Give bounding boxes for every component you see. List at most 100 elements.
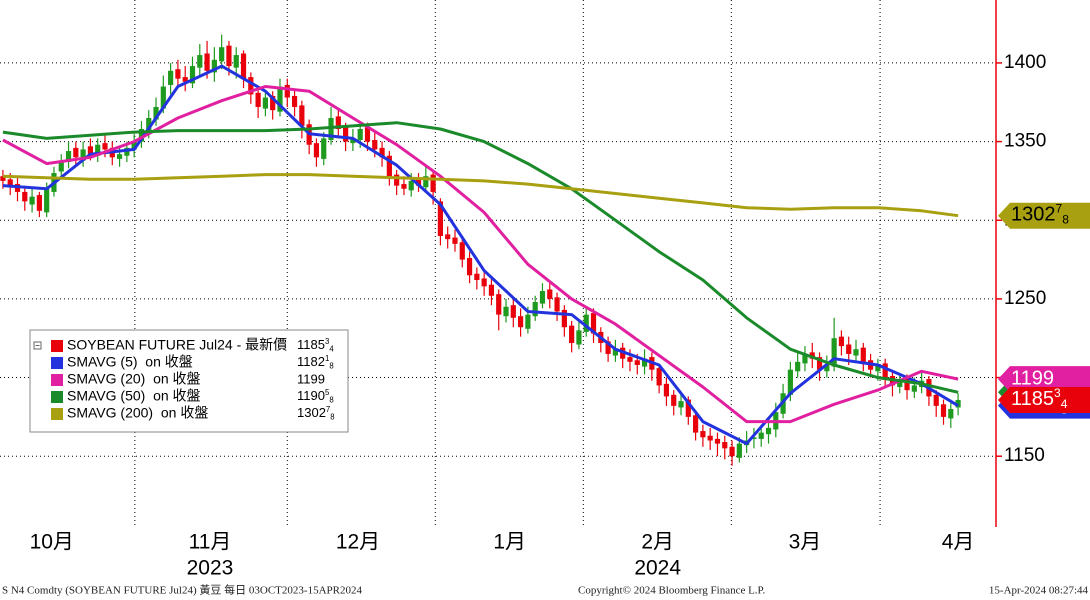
legend-value-denominator: 8 xyxy=(329,395,333,404)
legend: SOYBEAN FUTURE Jul24 - 最新價 118534 SMAVG (5… xyxy=(29,329,349,433)
candle-body xyxy=(233,55,239,68)
candle-body xyxy=(153,106,159,120)
candle-body xyxy=(948,409,954,419)
candle-body xyxy=(437,201,443,236)
legend-value: 119058 xyxy=(297,388,334,404)
candle-body xyxy=(219,47,225,62)
candle-body xyxy=(328,117,334,141)
candle-body xyxy=(87,146,94,155)
candle-body xyxy=(372,140,378,150)
candle-body xyxy=(197,55,203,68)
x-tick-label: 4月 xyxy=(942,531,975,554)
candle-body xyxy=(569,325,575,343)
candle-body xyxy=(182,77,188,82)
candle-body xyxy=(831,338,837,367)
candle-body xyxy=(758,432,764,439)
x-tick-label: 2月 xyxy=(641,531,674,554)
candle-body xyxy=(379,147,385,158)
value-tag-label: 130278 xyxy=(1011,202,1069,227)
candle-body xyxy=(714,438,721,444)
candle-body xyxy=(933,394,939,406)
candle-body xyxy=(313,143,320,158)
legend-label: SMAVG (50) on 收盤 xyxy=(67,388,201,404)
candle-body xyxy=(940,404,947,417)
candle-body xyxy=(846,344,852,354)
ma-line xyxy=(2,121,959,394)
legend-swatch xyxy=(51,408,63,420)
candle-body xyxy=(816,357,823,370)
footer-left: S N4 Comdty (SOYBEAN FUTURE Jul24) 黃豆 每日… xyxy=(2,583,362,597)
legend-value-numerator: 3 xyxy=(325,337,329,346)
candle-body xyxy=(503,306,509,317)
candle-body xyxy=(401,184,407,189)
candle-body xyxy=(605,341,611,354)
candle-body xyxy=(576,330,582,345)
candle-body xyxy=(168,70,174,85)
candle-body xyxy=(240,53,247,79)
candle-body xyxy=(22,191,28,202)
legend-value-whole: 1190 xyxy=(297,388,325,403)
candle-body xyxy=(364,127,371,142)
candle-body xyxy=(211,59,217,73)
value-tag xyxy=(998,366,1090,393)
candle-body xyxy=(860,347,866,362)
legend-value-numerator: 1 xyxy=(325,354,329,363)
candle-body xyxy=(95,144,101,156)
candle-body xyxy=(73,147,79,158)
candle-body xyxy=(561,309,567,328)
candle-body xyxy=(474,273,480,281)
x-tick-label: 3月 xyxy=(789,531,822,554)
y-tick-label: 1150 xyxy=(1004,445,1045,466)
x-tick-label: 10月 xyxy=(30,531,74,554)
legend-box xyxy=(29,329,349,433)
candle-body xyxy=(802,353,808,364)
candle-body xyxy=(641,358,648,367)
candle-body xyxy=(423,176,429,188)
legend-value: 130278 xyxy=(297,405,335,421)
candle-body xyxy=(496,294,502,315)
candle-body xyxy=(65,151,72,163)
candle-body xyxy=(824,364,830,372)
candle-body xyxy=(882,363,888,378)
value-tag-label-numerator: 7 xyxy=(1056,202,1063,216)
value-tag-label-denominator: 4 xyxy=(1061,397,1068,411)
candle-body xyxy=(656,368,662,386)
candle-body xyxy=(394,174,400,186)
candle-body xyxy=(124,147,130,156)
candle-body xyxy=(58,160,64,172)
candle-body xyxy=(838,336,845,347)
candle-body xyxy=(583,314,589,332)
ma-line xyxy=(2,64,959,446)
candle-body xyxy=(357,128,363,141)
candle-body xyxy=(787,369,793,395)
y-tick-label: 1350 xyxy=(1004,131,1046,152)
candle-body xyxy=(386,155,392,177)
candle-body xyxy=(897,380,903,387)
candle-body xyxy=(707,435,713,441)
candle-body xyxy=(722,442,728,449)
year-label: 2024 xyxy=(634,557,681,580)
year-label: 2023 xyxy=(187,557,234,580)
candle-body xyxy=(102,143,108,150)
x-tick-label: 12月 xyxy=(336,531,380,554)
plot xyxy=(0,34,961,466)
value-tag-label: 1199 xyxy=(1011,367,1054,389)
candle-body xyxy=(678,401,684,408)
value-tags: 1302781190581182181199118534 xyxy=(998,202,1090,419)
y-tick-label: 1250 xyxy=(1004,288,1046,309)
candle-body xyxy=(692,415,699,433)
candle-body xyxy=(445,234,451,240)
candle-body xyxy=(751,437,757,439)
legend-label: SMAVG (5) on 收盤 xyxy=(67,354,193,370)
candle-body xyxy=(466,257,473,276)
candle-body xyxy=(131,141,137,150)
candle-body xyxy=(262,97,269,109)
candle-body xyxy=(904,379,910,391)
candle-body xyxy=(204,53,210,71)
legend-value-whole: 1302 xyxy=(297,405,326,420)
candle-body xyxy=(0,176,6,181)
candle-body xyxy=(525,314,531,329)
candle-body xyxy=(29,196,35,205)
candle-body xyxy=(955,399,961,408)
legend-label: SMAVG (20) on 收盤 xyxy=(67,371,201,387)
